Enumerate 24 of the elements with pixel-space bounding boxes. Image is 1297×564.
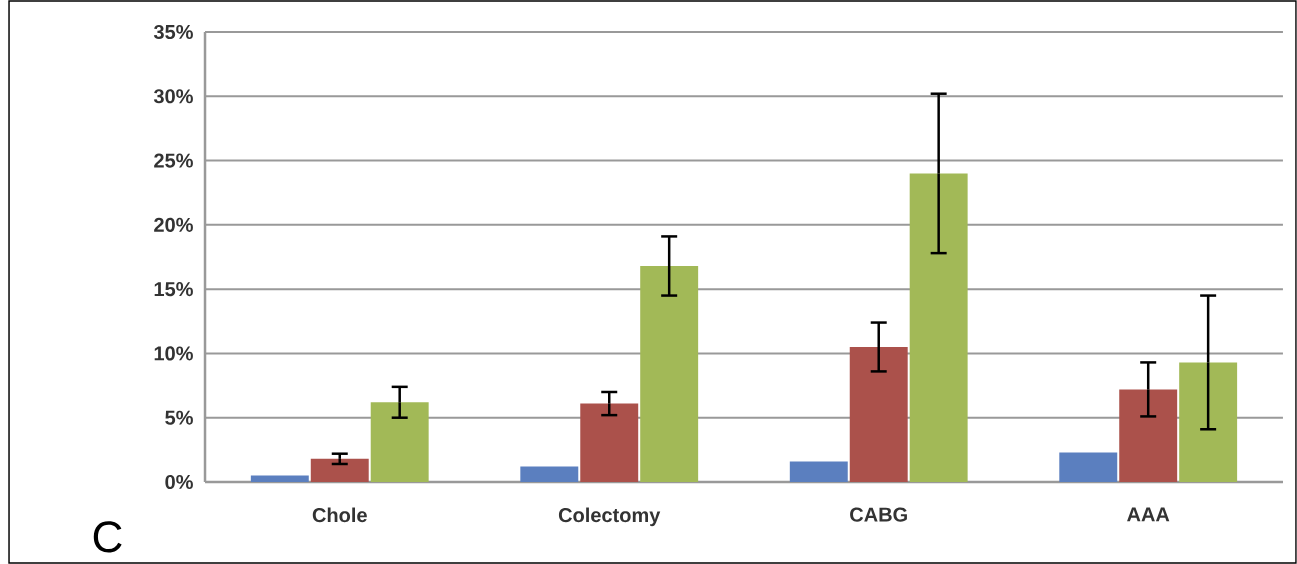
y-tick-label: 20% [154,217,193,232]
bar [789,461,848,482]
x-tick-label: Colectomy [558,507,661,527]
y-tick-label: 0% [165,474,193,490]
x-tick-label: CABG [850,507,907,522]
bar [1119,389,1178,482]
text: C [93,521,122,553]
y-tick-label: 15% [154,282,193,297]
bar [909,173,968,482]
y-tick-label: 5% [165,410,193,425]
bar [640,265,699,482]
y-tick-label: 10% [154,346,193,361]
bar [1059,452,1118,482]
y-tick-label: 25% [154,153,193,168]
y-tick-label: 35% [153,24,193,40]
bar [250,475,309,482]
y-tick-label: 30% [153,89,193,104]
bar [310,458,369,482]
bar [849,346,908,482]
bar [520,466,579,482]
x-tick-label: AAA [1127,507,1170,522]
bar [370,402,429,482]
x-tick-label: Chole [312,507,367,523]
bar [580,403,639,482]
